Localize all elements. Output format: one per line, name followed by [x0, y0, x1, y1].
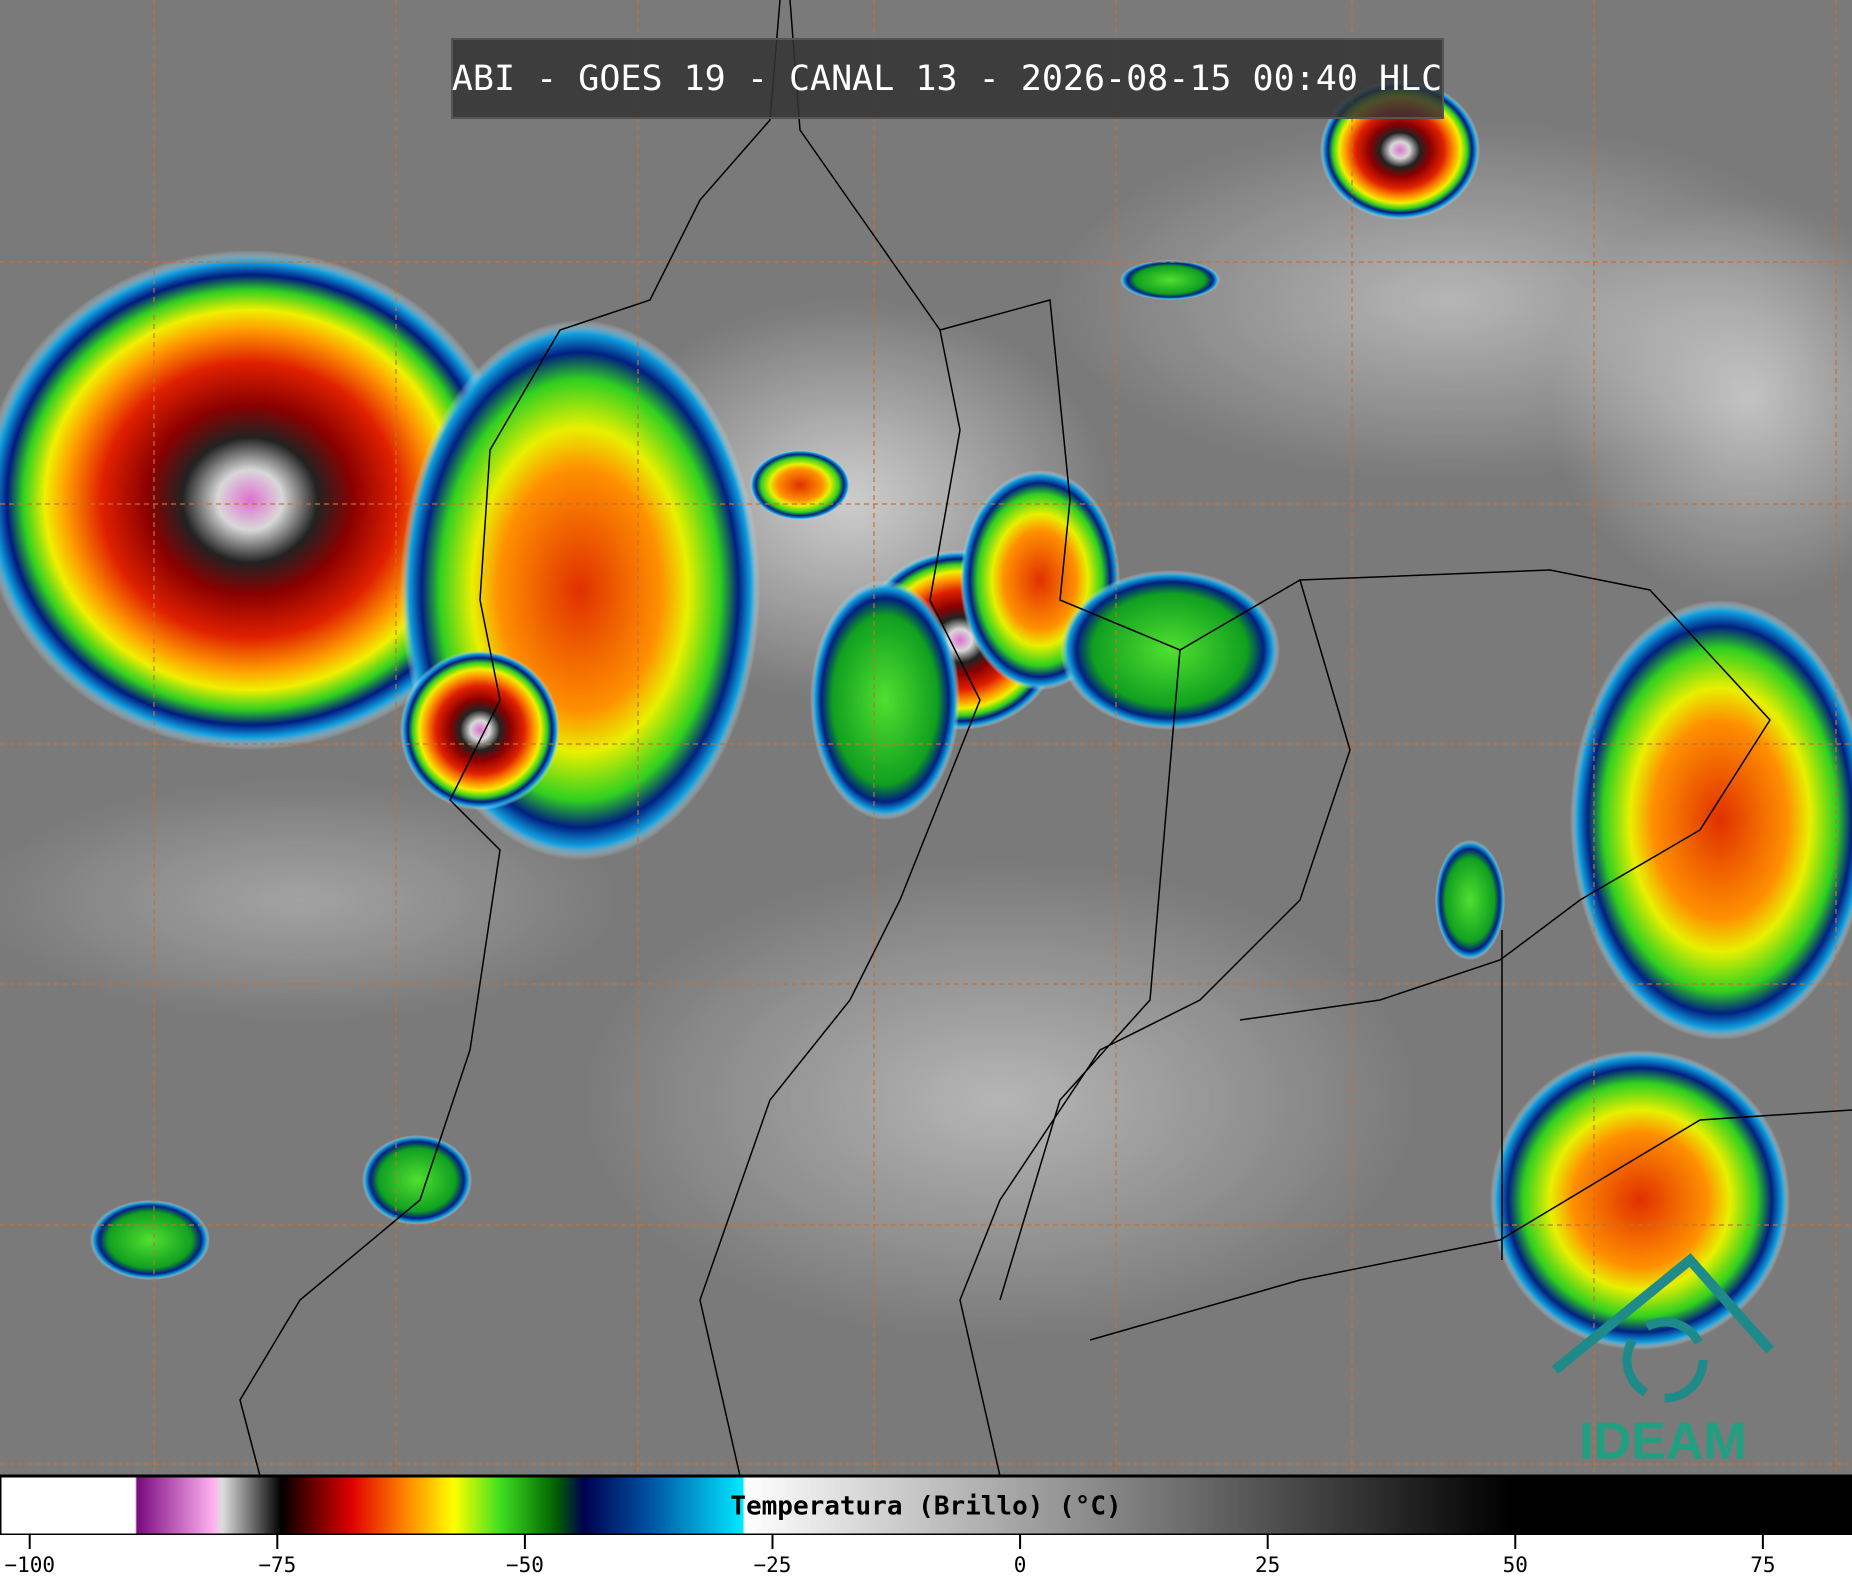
- title-box: [451, 38, 1444, 119]
- colorbar: [0, 1474, 1852, 1537]
- tick-label: 50: [1503, 1553, 1528, 1577]
- title: ABI - GOES 19 - CANAL 13 - 2026-08-15 00…: [452, 59, 1442, 99]
- tick-label: 75: [1750, 1553, 1775, 1577]
- colorbar-label: Temperatura (Brillo) (°C): [730, 1492, 1121, 1522]
- logo-swirl: [1622, 1317, 1708, 1403]
- tick-label: −100: [4, 1553, 55, 1577]
- axis-strip: [0, 1535, 1852, 1577]
- logo: IDEAM: [1551, 1253, 1774, 1471]
- tick-label: −75: [258, 1553, 296, 1577]
- tick-label: −25: [754, 1553, 792, 1577]
- logo-roof: [1551, 1253, 1774, 1374]
- logo-text: IDEAM: [1579, 1413, 1747, 1471]
- tick-label: 0: [1014, 1553, 1027, 1577]
- borders: [239, 0, 1852, 1477]
- tick-label: 25: [1255, 1553, 1280, 1577]
- tick-label: −50: [506, 1553, 544, 1577]
- graticule: [0, 0, 1852, 1476]
